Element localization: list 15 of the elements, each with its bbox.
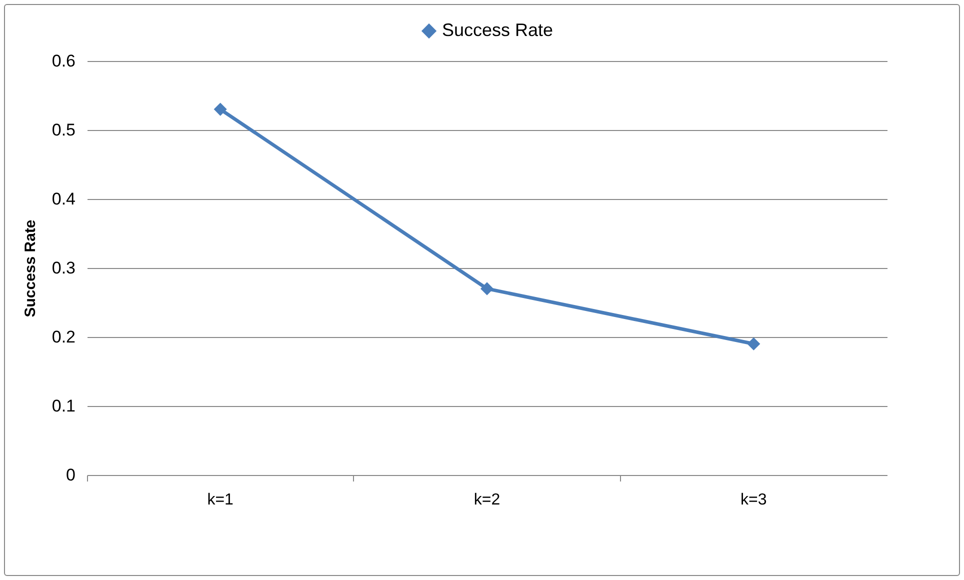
y-tick-label: 0.5 bbox=[52, 120, 76, 140]
y-tick-label: 0.2 bbox=[52, 328, 76, 346]
y-tick-label: 0 bbox=[66, 466, 76, 484]
y-tick-label: 0.3 bbox=[52, 258, 76, 278]
legend-label: Success Rate bbox=[442, 20, 554, 40]
point bbox=[480, 282, 494, 296]
point bbox=[747, 337, 760, 350]
y-tick-label: 0.6 bbox=[52, 52, 76, 70]
x-tick-label: k=3 bbox=[740, 492, 767, 508]
x-tick-label: k=2 bbox=[474, 492, 500, 508]
y-tick-label: 0.1 bbox=[52, 396, 76, 416]
point bbox=[214, 102, 227, 116]
x-tick-label: k=1 bbox=[207, 492, 234, 508]
y-axis-title: Success Rate bbox=[22, 220, 39, 318]
y-tick-label: 0.4 bbox=[52, 190, 76, 208]
